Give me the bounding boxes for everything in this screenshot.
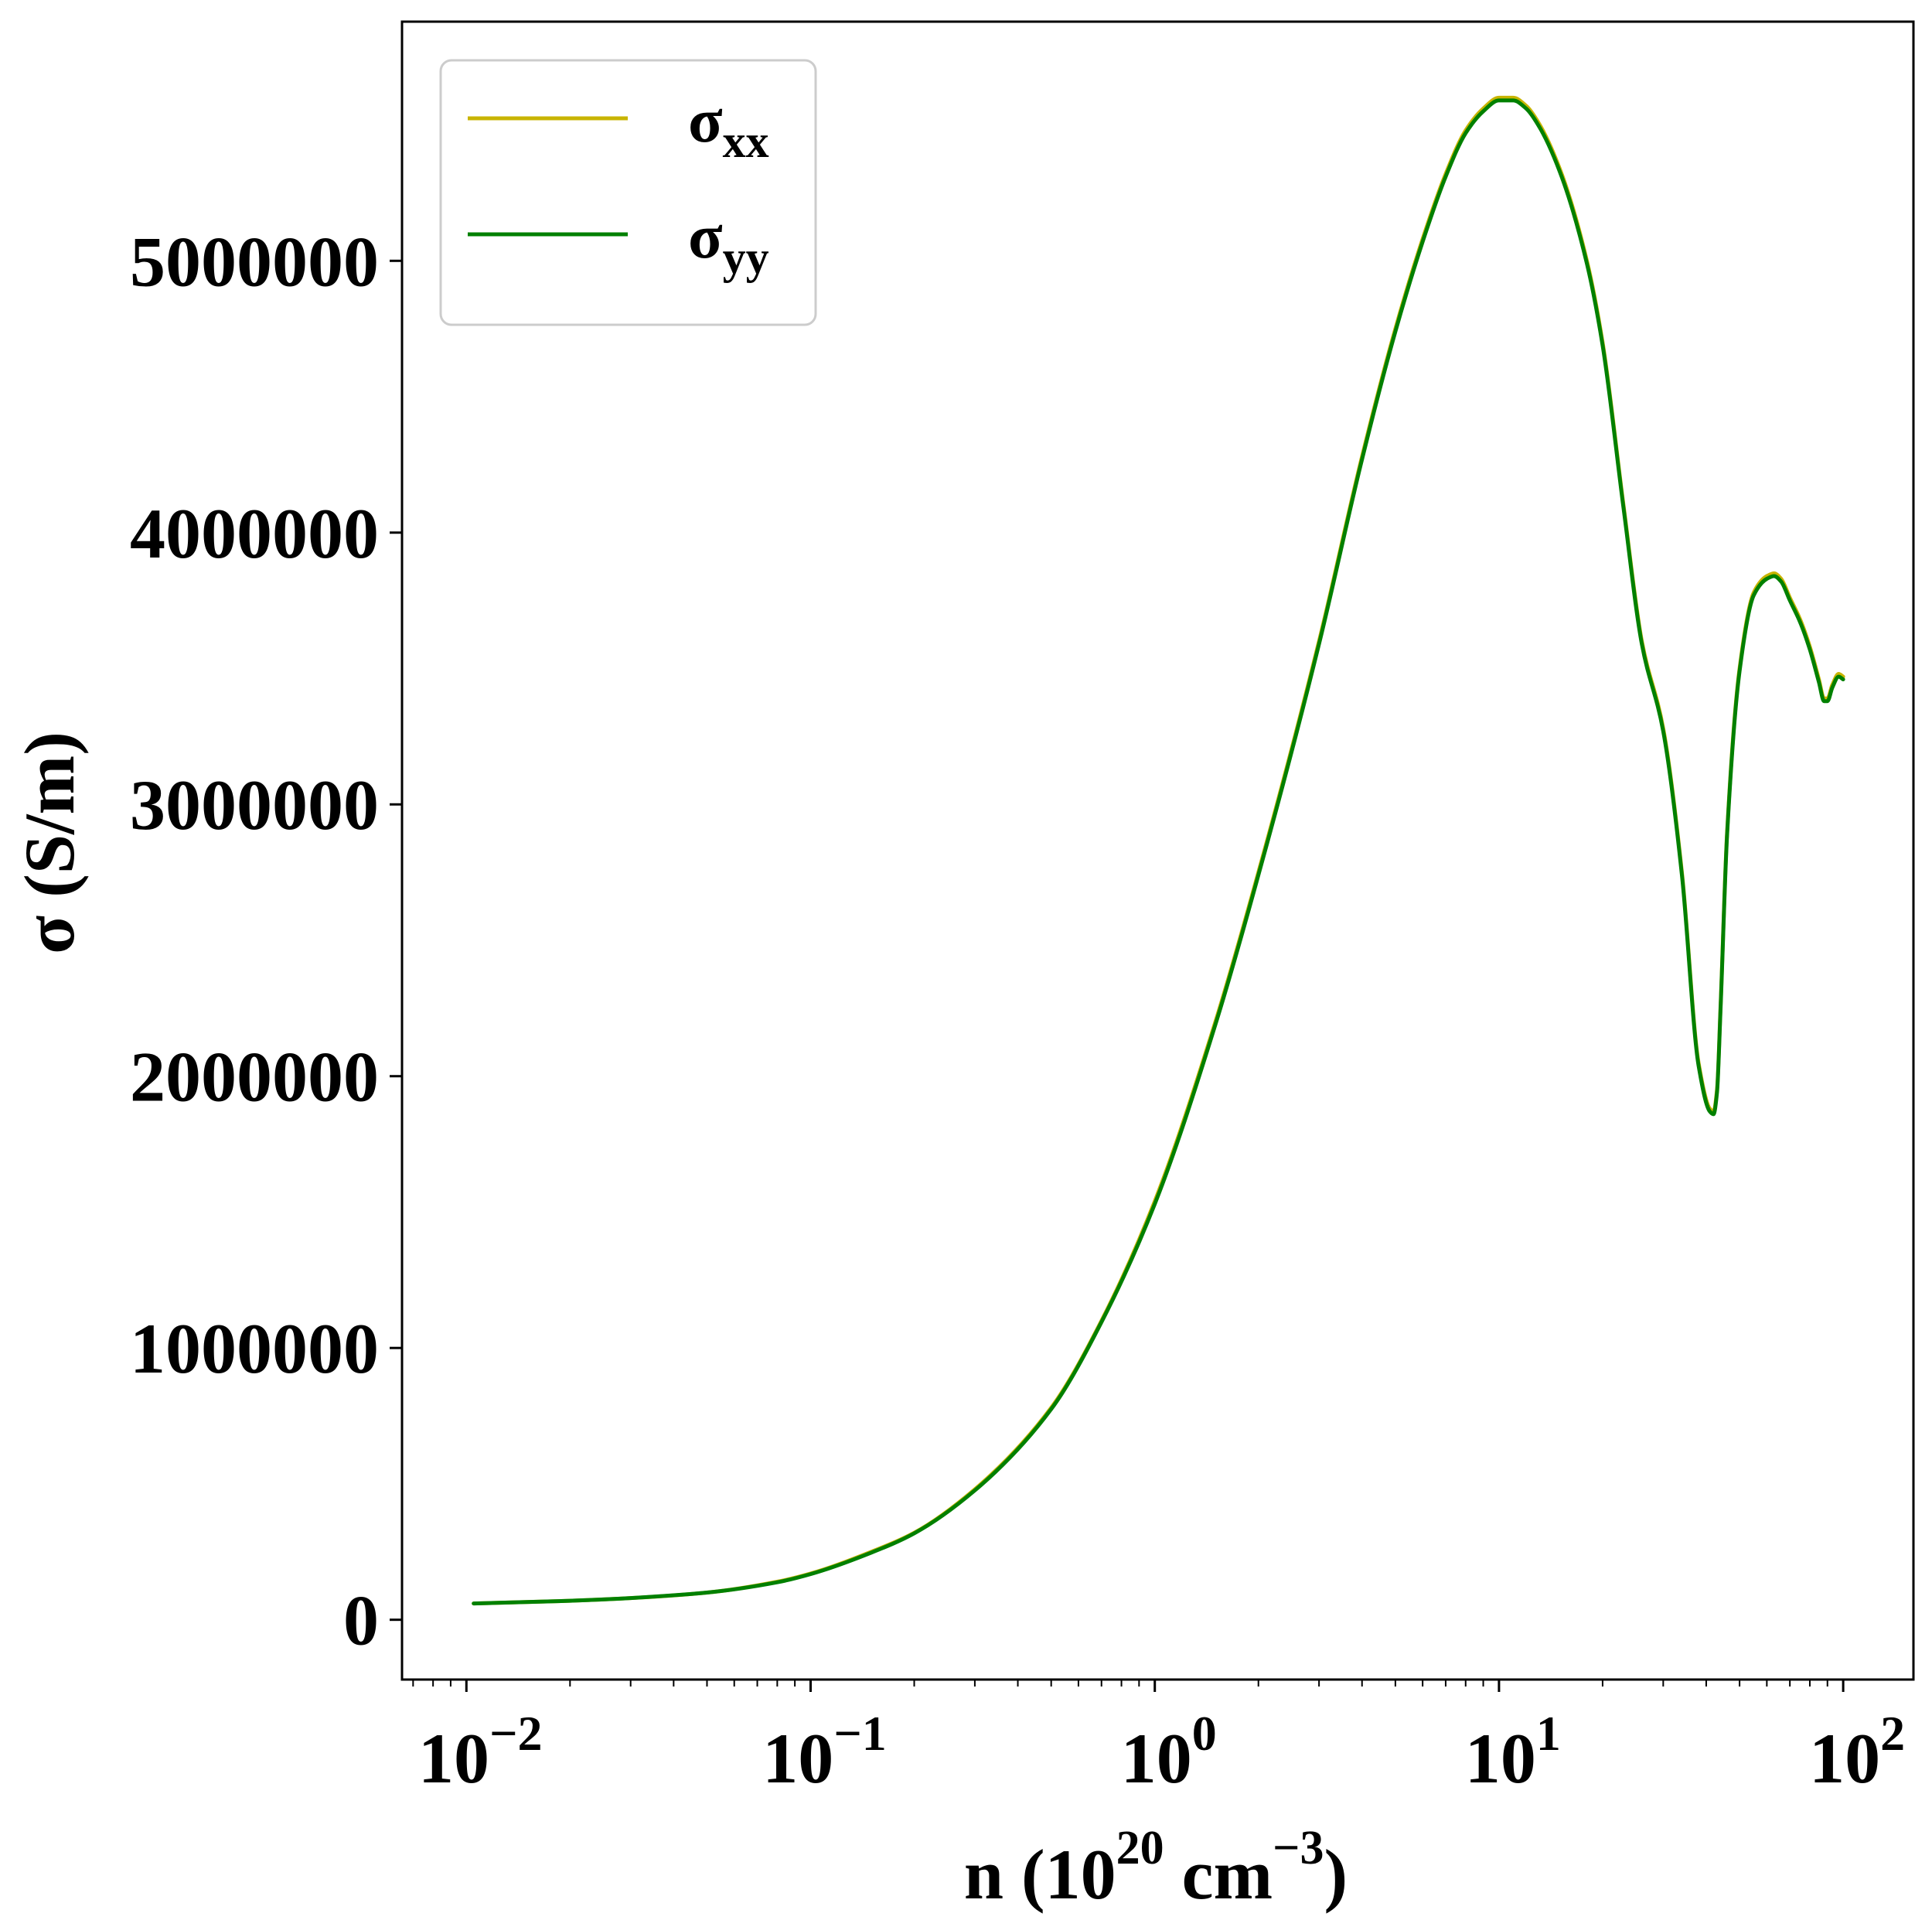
series-layer [472, 95, 1845, 1606]
y-tick-label: 0 [343, 1581, 379, 1660]
y-tick-label: 5000000 [130, 222, 379, 301]
legend: σxx σyy [439, 59, 817, 326]
x-tick-label: 10−2 [418, 1706, 542, 1798]
x-axis-label-exp1: 20 [1116, 1822, 1164, 1874]
y-tick-label: 2000000 [130, 1038, 379, 1117]
y-axis-label: σ (S/m) [10, 732, 89, 954]
legend-label-sigma-xx-sub: xx [723, 116, 769, 167]
legend-box [439, 59, 817, 326]
x-tick-label: 101 [1465, 1706, 1561, 1798]
legend-label-sigma-xx-symbol: σ [688, 85, 723, 155]
x-axis-label-exp2: −3 [1273, 1822, 1324, 1874]
legend-label-sigma-yy: σyy [688, 201, 769, 283]
y-axis: 0 1000000 2000000 3000000 4000000 5000000 [130, 222, 402, 1660]
y-tick-label: 3000000 [130, 766, 379, 844]
x-axis-label-mid: cm [1164, 1835, 1273, 1914]
x-axis-label-base: n (10 [964, 1835, 1116, 1914]
plot-frame [400, 20, 1915, 1681]
x-axis: 10−2 10−1 100 101 102 [412, 1680, 1905, 1798]
x-tick-label: 10−1 [762, 1706, 886, 1798]
y-tick-label: 4000000 [130, 494, 379, 573]
x-tick-label: 100 [1121, 1706, 1217, 1798]
x-axis-label: n (1020 cm−3) [964, 1822, 1348, 1914]
x-tick-label: 102 [1809, 1706, 1905, 1798]
series-line-sigma-yy [472, 98, 1845, 1606]
legend-label-sigma-yy-sub: yy [723, 232, 769, 283]
legend-label-sigma-xx: σxx [688, 85, 769, 167]
legend-label-sigma-yy-symbol: σ [688, 201, 723, 271]
x-axis-label-end: ) [1324, 1835, 1348, 1914]
y-tick-label: 1000000 [130, 1309, 379, 1388]
